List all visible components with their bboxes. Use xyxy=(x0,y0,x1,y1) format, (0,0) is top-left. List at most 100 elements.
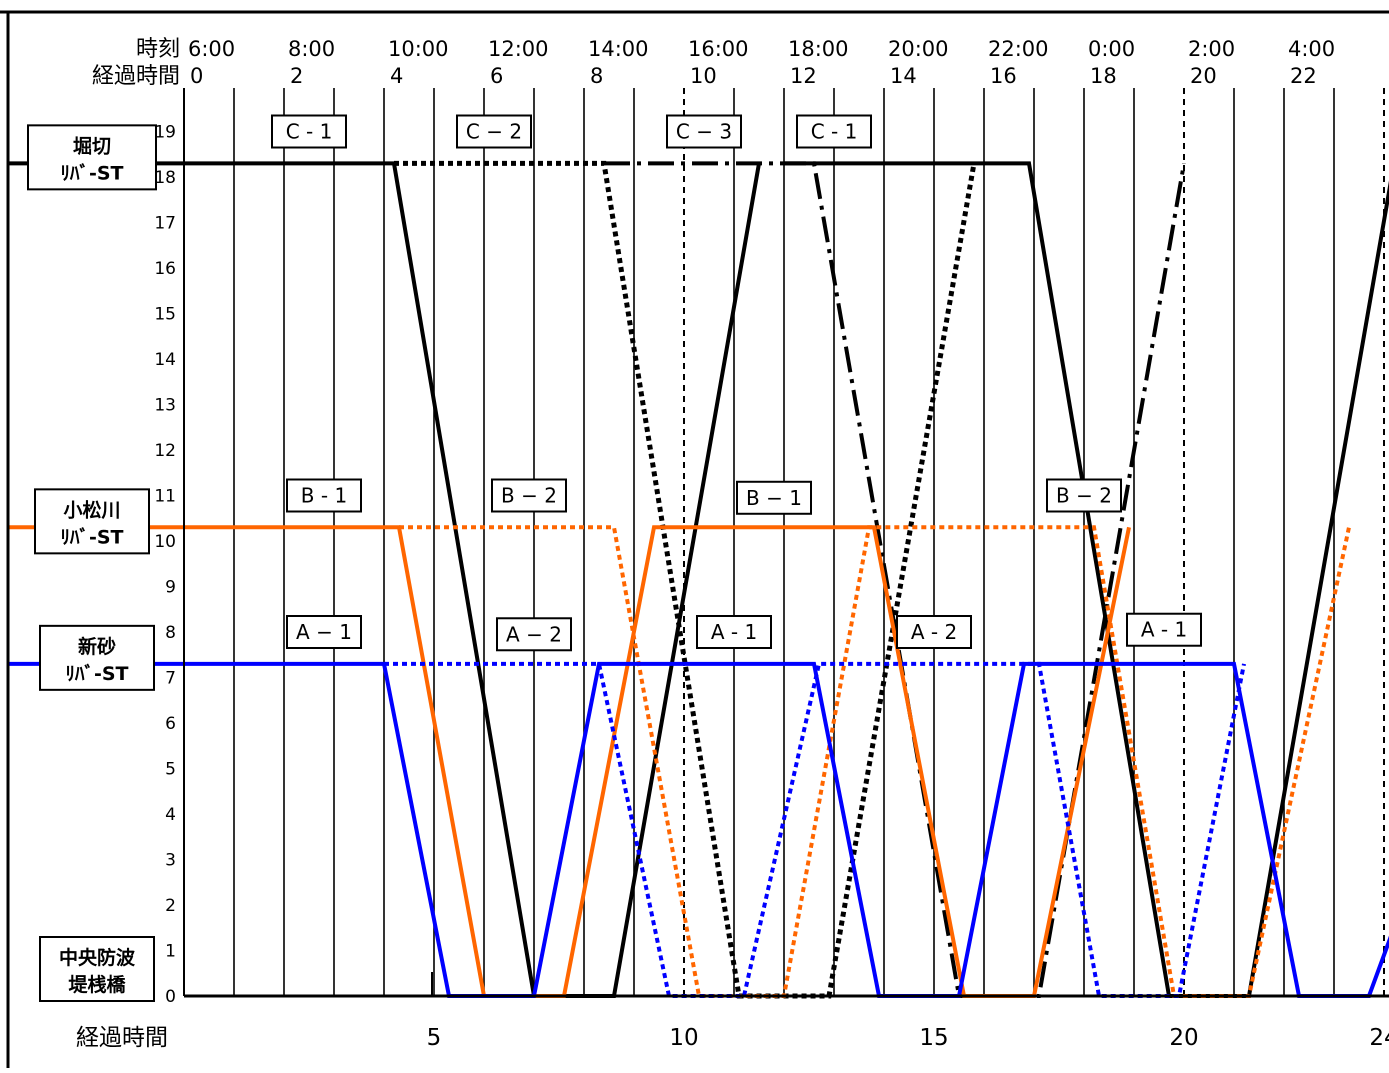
header-elapsed-label: 経過時間 xyxy=(92,64,180,89)
trip-label-box xyxy=(896,615,972,649)
y-tick-label: 6 xyxy=(165,714,176,734)
trip-label: A - 1 xyxy=(711,620,757,644)
y-tick-label: 13 xyxy=(154,396,176,416)
y-tick-label: 12 xyxy=(154,441,176,461)
header-elapsed-tick: 14 xyxy=(890,64,917,88)
trip-label-box xyxy=(286,615,362,649)
y-tick-label: 5 xyxy=(165,760,176,780)
trip-label: A − 1 xyxy=(296,620,352,644)
station-name: ﾘﾊﾞ-ST xyxy=(60,525,123,548)
header-clock-tick: 0:00 xyxy=(1088,37,1135,61)
y-tick-label: 18 xyxy=(154,168,176,188)
header-elapsed-tick: 20 xyxy=(1190,64,1217,88)
trip-label-box xyxy=(796,114,872,149)
header-elapsed-tick: 0 xyxy=(190,64,203,88)
y-tick-label: 15 xyxy=(154,305,176,325)
y-tick-label: 19 xyxy=(154,123,176,143)
header-elapsed-tick: 10 xyxy=(690,64,717,88)
x-tick-label: 10 xyxy=(669,1025,698,1051)
series-line-B1 xyxy=(9,525,1131,998)
header-elapsed-tick: 18 xyxy=(1090,64,1117,88)
header-clock-tick: 12:00 xyxy=(488,37,549,61)
station-name: 小松川 xyxy=(63,498,120,521)
station-name: ﾘﾊﾞ-ST xyxy=(65,662,128,685)
trip-label-box xyxy=(496,617,572,652)
y-tick-label: 4 xyxy=(165,805,176,825)
y-tick-label: 10 xyxy=(154,532,176,552)
header-clock-tick: 6:00 xyxy=(188,37,235,61)
series-line-C3 xyxy=(604,161,1186,998)
trip-label-box xyxy=(736,480,812,515)
header-elapsed-tick: 6 xyxy=(490,64,503,88)
header-elapsed-tick: 2 xyxy=(290,64,303,88)
trip-label: B − 2 xyxy=(1056,484,1112,508)
trip-label-box xyxy=(1046,478,1122,513)
station-box xyxy=(27,124,157,191)
trip-label: B - 1 xyxy=(301,484,347,508)
trip-label-box xyxy=(1126,612,1202,647)
station-box xyxy=(34,488,150,555)
trip-label: C − 3 xyxy=(676,120,732,144)
header-clock-tick: 18:00 xyxy=(788,37,849,61)
trip-label-box xyxy=(271,114,347,149)
trip-label: A − 2 xyxy=(506,622,562,646)
trip-label: C - 1 xyxy=(286,120,333,144)
station-name: 堀切 xyxy=(73,135,111,157)
y-tick-label: 1 xyxy=(165,942,176,962)
header-clock-tick: 4:00 xyxy=(1288,37,1335,61)
trip-label-box xyxy=(696,615,772,649)
y-tick-label: 17 xyxy=(154,214,176,234)
header-clock-tick: 20:00 xyxy=(888,37,949,61)
series-line-A2 xyxy=(384,661,1246,998)
y-tick-label: 7 xyxy=(165,669,176,689)
station-name: 中央防波 xyxy=(59,946,136,969)
header-elapsed-tick: 8 xyxy=(590,64,603,88)
trip-label: A - 2 xyxy=(911,620,957,644)
x-tick-label: 15 xyxy=(919,1025,948,1051)
header-clock-tick: 16:00 xyxy=(688,37,749,61)
station-name: ﾘﾊﾞ-ST xyxy=(60,161,123,184)
y-tick-label: 0 xyxy=(165,987,176,1007)
trip-label-box xyxy=(286,478,362,513)
trip-label-box xyxy=(456,114,532,149)
y-tick-label: 16 xyxy=(154,259,176,279)
x-tick-label: 5 xyxy=(427,1025,442,1051)
y-tick-label: 3 xyxy=(165,851,176,871)
series-layer xyxy=(9,160,1389,999)
header-clock-tick: 22:00 xyxy=(988,37,1049,61)
header-clock-tick: 14:00 xyxy=(588,37,649,61)
y-tick-label: 11 xyxy=(154,487,176,507)
trip-label-box xyxy=(666,114,742,149)
y-tick-label: 2 xyxy=(165,896,176,916)
header-elapsed-tick: 12 xyxy=(790,64,817,88)
header-clock-tick: 8:00 xyxy=(288,37,335,61)
axes-layer: 012345678910111213141516171819時刻経過時間6:00… xyxy=(0,10,1389,1068)
station-name: 堤桟橋 xyxy=(68,973,126,996)
trip-label: A - 1 xyxy=(1141,618,1187,642)
header-elapsed-tick: 22 xyxy=(1290,64,1317,88)
header-clock-tick: 2:00 xyxy=(1188,37,1235,61)
header-clock-label: 時刻 xyxy=(136,37,180,62)
trip-label-box xyxy=(491,478,567,513)
header-elapsed-tick: 16 xyxy=(990,64,1017,88)
trip-label: C - 1 xyxy=(811,120,858,144)
station-box xyxy=(39,936,155,1002)
x-axis-label: 経過時間 xyxy=(76,1025,168,1051)
x-tick-label: 20 xyxy=(1169,1025,1198,1051)
grid-layer xyxy=(233,88,1385,996)
x-tick-label: 24 xyxy=(1369,1025,1389,1051)
header-elapsed-tick: 4 xyxy=(390,64,403,88)
y-tick-label: 14 xyxy=(154,350,176,370)
trip-label: B − 1 xyxy=(746,486,802,510)
trip-label: C − 2 xyxy=(466,120,522,144)
header-clock-tick: 10:00 xyxy=(388,37,449,61)
series-line-A1 xyxy=(9,661,1389,998)
trip-label: B − 2 xyxy=(501,484,557,508)
y-tick-label: 8 xyxy=(165,623,176,643)
series-line-B2 xyxy=(399,525,1351,998)
series-line-C1-second xyxy=(784,161,1389,998)
station-box xyxy=(39,624,155,691)
